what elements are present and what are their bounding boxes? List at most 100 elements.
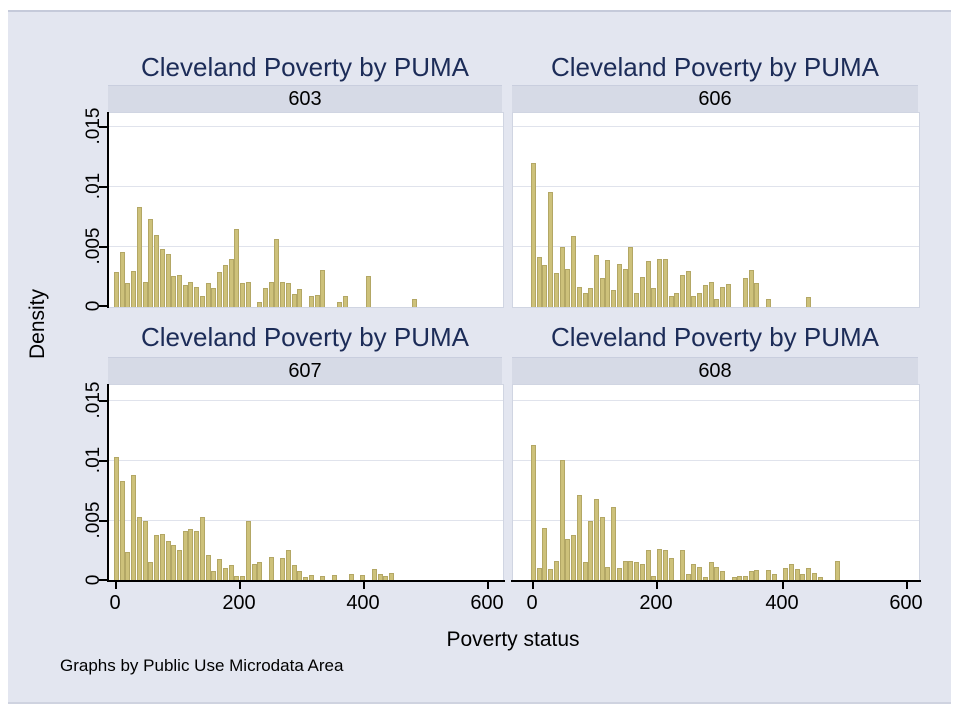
panel-603 [99, 112, 504, 308]
histogram-bar [703, 285, 708, 307]
histogram-bar [657, 259, 662, 307]
y-tick-label: .015 [83, 107, 104, 145]
histogram-bar [148, 219, 153, 307]
x-axis-tick [239, 581, 241, 589]
histogram-bar [154, 535, 159, 581]
x-tick-label: 0 [109, 592, 121, 614]
histogram-bar [383, 576, 388, 581]
histogram-bar [674, 293, 679, 307]
histogram-bar [120, 252, 125, 307]
histogram-bar [234, 229, 239, 307]
y-axis-tick [99, 186, 107, 188]
histogram-bar [623, 269, 628, 307]
histogram-bar [754, 283, 759, 307]
histogram-bar [537, 568, 542, 581]
histogram-bar [754, 570, 759, 581]
y-axis-tick [99, 400, 107, 402]
gridline [513, 246, 919, 247]
histogram-bar [617, 568, 622, 581]
gridline [109, 400, 503, 401]
histogram-bar [137, 207, 142, 307]
histogram-bar [548, 569, 553, 581]
histogram-bar [560, 460, 565, 581]
x-tick-label: 0 [526, 592, 538, 614]
histogram-bar [686, 574, 691, 581]
histogram-bar [188, 282, 193, 307]
histogram-bar [531, 445, 536, 581]
gridline [109, 246, 503, 247]
histogram-bar [229, 259, 234, 307]
histogram-bar [177, 275, 182, 307]
histogram-bar [577, 495, 582, 581]
histogram-bar [240, 576, 245, 581]
x-tick-label: 400 [765, 592, 799, 614]
panel-title: Cleveland Poverty by PUMA [550, 52, 880, 82]
histogram-bar [297, 571, 302, 581]
histogram-bar [183, 531, 188, 581]
histogram-bar [257, 562, 262, 581]
histogram-bar [252, 564, 257, 581]
histogram-bar [737, 576, 742, 581]
histogram-bar [137, 517, 142, 581]
histogram-bar [634, 562, 639, 581]
histogram-bar [766, 299, 771, 307]
histogram-bar [349, 574, 354, 581]
gridline [109, 126, 503, 127]
histogram-bar [378, 574, 383, 581]
histogram-bar [223, 265, 228, 307]
histogram-bar [131, 475, 136, 581]
histogram-bar [211, 571, 216, 581]
histogram-bar [583, 293, 588, 307]
histogram-bar [280, 282, 285, 307]
histogram-bar [171, 276, 176, 307]
histogram-bar [697, 293, 702, 307]
histogram-bar [366, 276, 371, 307]
x-tick-label: 600 [470, 592, 504, 614]
histogram-bar [217, 559, 222, 581]
panel-title: Cleveland Poverty by PUMA [550, 322, 880, 352]
histogram-bar [412, 299, 417, 307]
histogram-bar [332, 575, 337, 581]
histogram-bar [726, 284, 731, 307]
histogram-bar [114, 272, 119, 307]
histogram-bar [125, 552, 130, 581]
histogram-bar [766, 570, 771, 581]
histogram-bar [795, 569, 800, 581]
y-tick-label: .01 [83, 172, 104, 200]
histogram-bar [588, 288, 593, 307]
x-axis-tick [782, 581, 784, 589]
histogram-bar [783, 568, 788, 581]
histogram-bar [605, 260, 610, 307]
histogram-bar [269, 557, 274, 581]
histogram-bar [211, 288, 216, 307]
gridline [513, 186, 919, 187]
histogram-bar [274, 239, 279, 307]
panel-title: Cleveland Poverty by PUMA [140, 322, 470, 352]
y-axis-tick [99, 460, 107, 462]
histogram-bar [257, 302, 262, 307]
histogram-bar [292, 565, 297, 581]
histogram-bar [286, 550, 291, 581]
histogram-bar [818, 577, 823, 581]
histogram-bar [292, 294, 297, 307]
histogram-bar [611, 290, 616, 307]
gridline [513, 460, 919, 461]
histogram-bar [120, 481, 125, 581]
histogram-bar [703, 577, 708, 581]
histogram-bar [806, 297, 811, 307]
histogram-bar [600, 278, 605, 307]
histogram-bar [789, 564, 794, 581]
graph-region: Density Poverty status Graphs by Public … [8, 10, 951, 704]
histogram-bar [686, 271, 691, 307]
histogram-bar [640, 277, 645, 307]
histogram-bar [646, 550, 651, 581]
histogram-bar [148, 562, 153, 581]
histogram-bar [720, 287, 725, 307]
histogram-bar [714, 567, 719, 581]
histogram-bar [663, 550, 668, 581]
histogram-bar [697, 567, 702, 581]
y-axis-line [107, 112, 109, 308]
gridline [513, 400, 919, 401]
panel-strip-label: 603 [108, 85, 502, 112]
x-tick-label: 600 [889, 592, 923, 614]
